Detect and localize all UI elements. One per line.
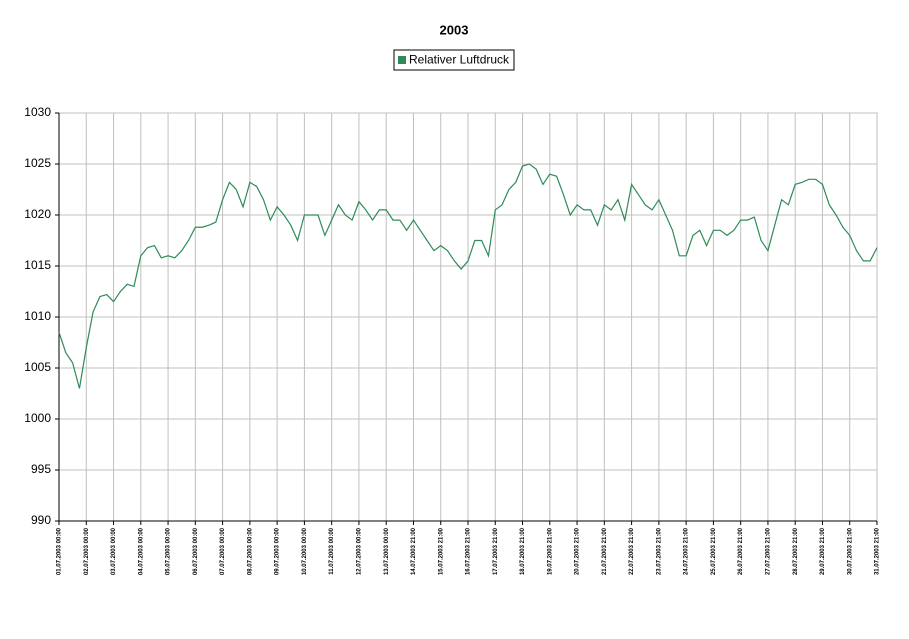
x-tick-label: 18.07.2003 21:00 (520, 527, 526, 575)
y-tick-label: 1025 (24, 156, 51, 170)
y-tick-label: 1015 (24, 258, 51, 272)
chart-title: 2003 (440, 22, 469, 37)
data-line (58, 163, 878, 389)
x-tick-label: 23.07.2003 21:00 (656, 527, 662, 575)
legend-label: Relativer Luftdruck (409, 53, 510, 67)
x-tick-label: 14.07.2003 21:00 (411, 527, 417, 575)
y-tick-label: 1030 (24, 105, 51, 119)
x-tick-label: 28.07.2003 21:00 (793, 527, 799, 575)
x-tick-label: 31.07.2003 21:00 (875, 527, 881, 575)
x-tick-label: 12.07.2003 00:00 (357, 527, 363, 575)
x-tick-label: 20.07.2003 21:00 (575, 527, 581, 575)
x-tick-label: 03.07.2003 00:00 (111, 527, 117, 575)
x-tick-label: 13.07.2003 00:00 (384, 527, 390, 575)
x-tick-label: 10.07.2003 00:00 (302, 527, 308, 575)
x-tick-label: 02.07.2003 00:00 (84, 527, 90, 575)
x-tick-label: 17.07.2003 21:00 (493, 527, 499, 575)
x-tick-label: 01.07.2003 00:00 (57, 527, 63, 575)
x-tick-label: 08.07.2003 00:00 (247, 527, 253, 575)
legend-swatch (398, 56, 406, 64)
x-tick-label: 06.07.2003 00:00 (193, 527, 199, 575)
y-tick-label: 1020 (24, 207, 51, 221)
x-tick-label: 25.07.2003 21:00 (711, 527, 717, 575)
x-tick-label: 29.07.2003 21:00 (820, 527, 826, 575)
x-tick-label: 26.07.2003 21:00 (738, 527, 744, 575)
x-tick-label: 22.07.2003 21:00 (629, 527, 635, 575)
x-tick-label: 09.07.2003 00:00 (275, 527, 281, 575)
y-tick-label: 995 (31, 462, 51, 476)
y-tick-label: 1000 (24, 411, 51, 425)
x-tick-label: 04.07.2003 00:00 (138, 527, 144, 575)
x-tick-label: 05.07.2003 00:00 (166, 527, 172, 575)
x-tick-label: 19.07.2003 21:00 (547, 527, 553, 575)
x-tick-label: 16.07.2003 21:00 (466, 527, 472, 575)
x-tick-label: 11.07.2003 00:00 (329, 527, 335, 574)
x-tick-label: 30.07.2003 21:00 (847, 527, 853, 575)
x-tick-label: 07.07.2003 00:00 (220, 527, 226, 575)
y-tick-label: 990 (31, 513, 51, 527)
y-tick-label: 1005 (24, 360, 51, 374)
x-tick-label: 15.07.2003 21:00 (438, 527, 444, 575)
x-tick-label: 27.07.2003 21:00 (766, 527, 772, 575)
legend-box (393, 49, 515, 71)
y-tick-label: 1010 (24, 309, 51, 323)
x-tick-label: 21.07.2003 21:00 (602, 527, 608, 575)
x-tick-label: 24.07.2003 21:00 (684, 527, 690, 575)
